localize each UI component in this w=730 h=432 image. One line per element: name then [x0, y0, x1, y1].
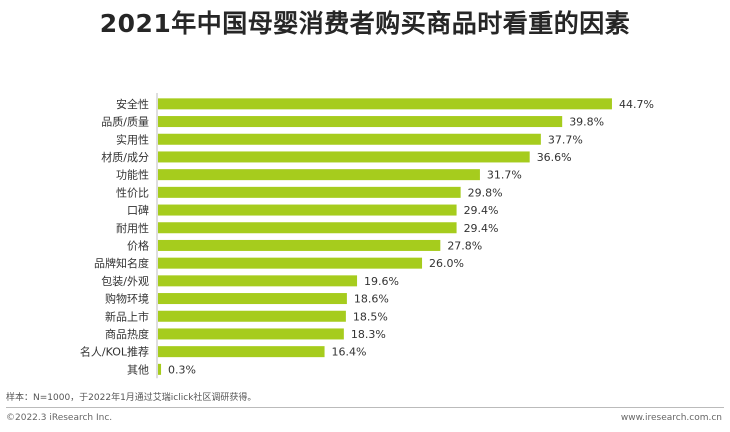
value-label: 26.0%: [429, 257, 464, 270]
category-label: 名人/KOL推荐: [80, 345, 149, 359]
value-label: 19.6%: [364, 275, 399, 288]
value-label: 44.7%: [619, 98, 654, 111]
category-label: 品质/质量: [101, 116, 149, 129]
value-label: 18.6%: [354, 293, 389, 306]
bar-chart: 安全性 44.7% 品质/质量 39.8% 实用性 37.7% 材质/成分 36.6% 功能性 3…: [80, 93, 654, 379]
value-label: 29.4%: [464, 222, 499, 235]
value-label: 16.4%: [332, 346, 367, 359]
bar[interactable]: [158, 98, 612, 110]
category-label: 耐用性: [116, 221, 149, 235]
category-label: 性价比: [116, 185, 149, 199]
bar[interactable]: [158, 363, 162, 375]
bar[interactable]: [158, 116, 563, 128]
category-label: 品牌知名度: [94, 256, 149, 270]
footer-divider: [6, 407, 724, 408]
category-label: 其他: [127, 363, 149, 376]
value-label: 29.8%: [468, 186, 503, 199]
bar[interactable]: [158, 239, 441, 251]
bar[interactable]: [158, 275, 358, 287]
bar[interactable]: [158, 222, 457, 234]
bar[interactable]: [158, 204, 457, 216]
bar[interactable]: [158, 328, 344, 340]
value-label: 18.3%: [351, 328, 386, 341]
category-label: 材质/成分: [101, 150, 149, 164]
bar[interactable]: [158, 133, 541, 145]
website-link[interactable]: www.iresearch.com.cn: [620, 413, 722, 423]
bar[interactable]: [158, 186, 461, 198]
value-label: 36.6%: [537, 151, 572, 164]
bar[interactable]: [158, 257, 423, 269]
value-label: 39.8%: [569, 116, 604, 129]
bar[interactable]: [158, 151, 530, 163]
bar[interactable]: [158, 169, 480, 181]
value-label: 27.8%: [447, 239, 482, 252]
copyright-text: ©2022.3 iResearch Inc.: [6, 413, 113, 423]
category-label: 商品热度: [105, 327, 149, 341]
value-label: 37.7%: [548, 133, 583, 146]
category-label: 口碑: [127, 204, 149, 217]
category-label: 实用性: [116, 132, 149, 146]
value-label: 18.5%: [353, 310, 388, 323]
value-label: 0.3%: [168, 363, 196, 376]
category-label: 购物环境: [105, 292, 149, 306]
bar[interactable]: [158, 310, 346, 322]
category-label: 价格: [127, 238, 149, 252]
category-label: 包装/外观: [101, 275, 149, 288]
chart-title: 2021年中国母婴消费者购买商品时看重的因素: [99, 9, 631, 38]
sample-note: 样本：N=1000，于2022年1月通过艾瑞iclick社区调研获得。: [6, 393, 257, 403]
category-label: 功能性: [116, 168, 149, 182]
category-label: 安全性: [116, 97, 149, 111]
bar[interactable]: [158, 293, 347, 305]
category-label: 新品上市: [105, 309, 149, 323]
bar[interactable]: [158, 346, 325, 358]
value-label: 29.4%: [464, 204, 499, 217]
value-label: 31.7%: [487, 169, 522, 182]
